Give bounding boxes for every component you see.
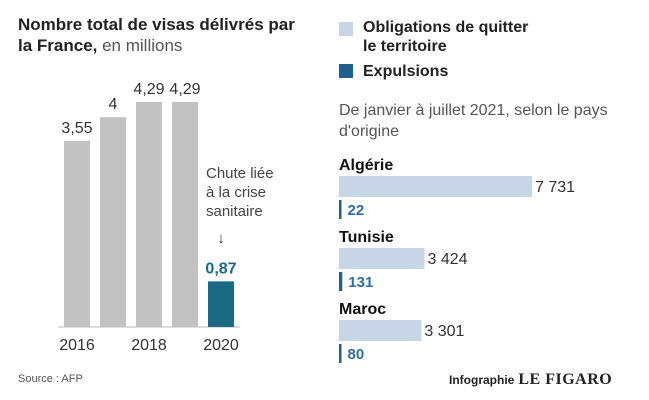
legend-label-otq-line2: le territoire [363,38,447,55]
visa-bar [208,281,234,327]
visa-bar [172,102,198,327]
left-chart-title: Nombre total de visas délivrés par la Fr… [18,14,308,56]
visa-x-tick-label: 2020 [203,337,239,354]
annotation-line: à la crise [206,184,266,201]
visa-x-tick-label: 2016 [59,337,95,354]
visa-bar-chart: 3,55 2016 4 4,29 2018 4,29 0,87 2020 Chute liée… [58,81,274,354]
visa-value-label: 4,29 [169,81,200,98]
expulsion-value-label: 22 [348,202,365,219]
legend-label-expulsions: Expulsions [363,63,449,80]
legend-label-otq-line1: Obligations de quitter [363,19,529,36]
credit-label: Infographie [449,373,515,387]
annotation-line: Chute liée [206,165,274,182]
visa-value-label: 3,55 [61,120,92,137]
otq-value-label: 7 731 [535,179,575,196]
visa-value-label: 4 [109,96,118,113]
otq-value-label: 3 424 [427,251,467,268]
country-bar-chart: Algérie 7 731 22 Tunisie 3 424 131 Maroc 3 301 8… [339,157,575,363]
down-arrow-icon: ↓ [217,230,225,247]
credit: Infographie LE FIGARO [449,371,612,389]
country-label: Algérie [339,157,393,174]
le-figaro-logo: LE FIGARO [518,371,613,388]
expulsion-bar [339,200,342,219]
visa-x-tick-label: 2018 [131,337,167,354]
legend-swatch-otq [339,22,353,36]
legend-swatch-expulsions [339,64,353,78]
right-chart-subtitle: De janvier à juillet 2021, selon le pays… [339,102,608,140]
source-note: Source : AFP [18,373,83,385]
visa-bar [64,140,90,327]
left-chart-title-unit: en millions [97,36,183,55]
otq-bar [339,320,422,341]
visa-value-label: 0,87 [205,260,236,277]
expulsion-value-label: 131 [348,274,373,291]
visa-bar [136,102,162,327]
otq-bar [339,176,532,197]
country-label: Tunisie [339,229,394,246]
expulsion-value-label: 80 [348,346,365,363]
expulsion-bar [339,272,343,291]
annotation: Chute liée à la crise sanitaire ↓ [206,165,274,247]
visa-value-label: 4,29 [133,81,164,98]
left-chart-title-bold: Nombre total de visas délivrés par la Fr… [18,15,295,55]
expulsion-bar [339,344,342,363]
visa-bar [100,117,126,327]
annotation-line: sanitaire [206,203,263,220]
country-label: Maroc [339,301,386,318]
otq-bar [339,248,425,269]
otq-value-label: 3 301 [424,323,464,340]
